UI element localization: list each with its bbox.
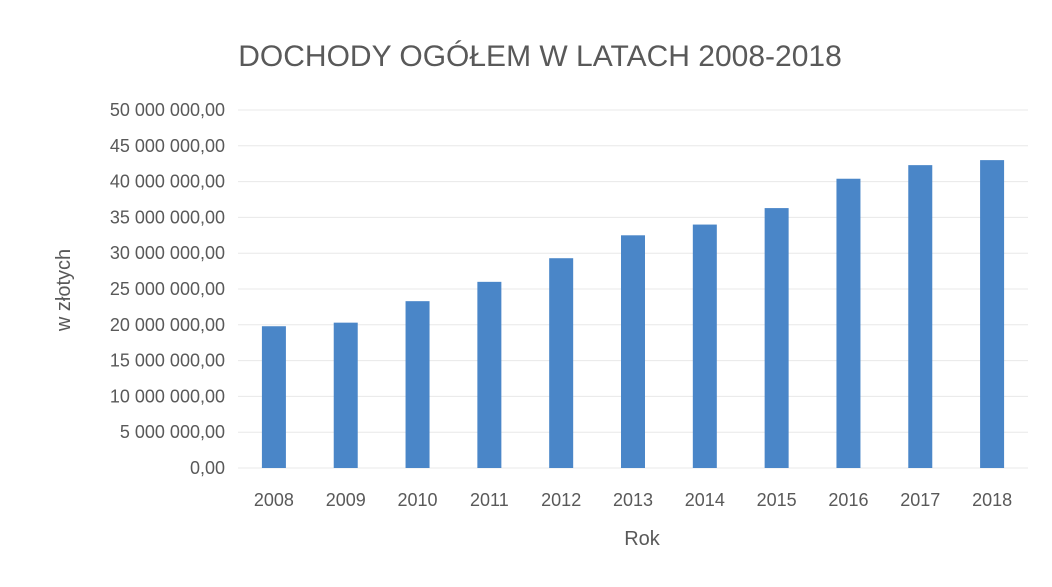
y-tick-label: 30 000 000,00 (110, 243, 225, 263)
x-axis-ticks: 2008 2009 2010 2011 2012 2013 2014 2015 2016 2017… (254, 490, 1012, 510)
x-tick-label: 2011 (470, 490, 509, 510)
bars (261, 160, 1005, 469)
y-tick-label: 10 000 000,00 (110, 386, 225, 406)
x-tick-label: 2016 (828, 490, 868, 510)
y-tick-label: 5 000 000,00 (120, 422, 225, 442)
x-tick-label: 2013 (613, 490, 653, 510)
bar-2015 (764, 208, 789, 469)
y-tick-label: 15 000 000,00 (110, 351, 225, 371)
y-tick-label: 0,00 (190, 458, 225, 478)
x-tick-label: 2010 (398, 490, 438, 510)
y-tick-label: 50 000 000,00 (110, 100, 225, 120)
x-tick-label: 2009 (326, 490, 366, 510)
x-tick-label: 2014 (685, 490, 725, 510)
bar-2016 (836, 178, 861, 468)
bar-2012 (549, 258, 574, 468)
y-axis-ticks: 0,00 5 000 000,00 10 000 000,00 15 000 000,… (110, 100, 225, 478)
y-tick-label: 20 000 000,00 (110, 315, 225, 335)
bar-2010 (405, 301, 430, 468)
y-axis-title: w złotych (53, 249, 75, 332)
chart-title: DOCHODY OGÓŁEM W LATACH 2008-2018 (238, 40, 842, 73)
bar-2008 (261, 326, 286, 468)
x-tick-label: 2015 (757, 490, 797, 510)
y-tick-label: 25 000 000,00 (110, 279, 225, 299)
x-tick-label: 2018 (972, 490, 1012, 510)
bar-2013 (621, 235, 645, 468)
y-tick-label: 35 000 000,00 (110, 207, 225, 227)
bar-2009 (333, 322, 358, 468)
y-tick-label: 40 000 000,00 (110, 172, 225, 192)
y-tick-label: 45 000 000,00 (110, 136, 225, 156)
bar-2011 (477, 281, 502, 468)
bar-2017 (908, 165, 933, 468)
bar-2014 (692, 224, 717, 468)
x-tick-label: 2017 (900, 490, 940, 510)
x-tick-label: 2008 (254, 490, 294, 510)
bar-2018 (980, 160, 1005, 468)
x-tick-label: 2012 (541, 490, 581, 510)
x-axis-title: Rok (624, 528, 661, 550)
